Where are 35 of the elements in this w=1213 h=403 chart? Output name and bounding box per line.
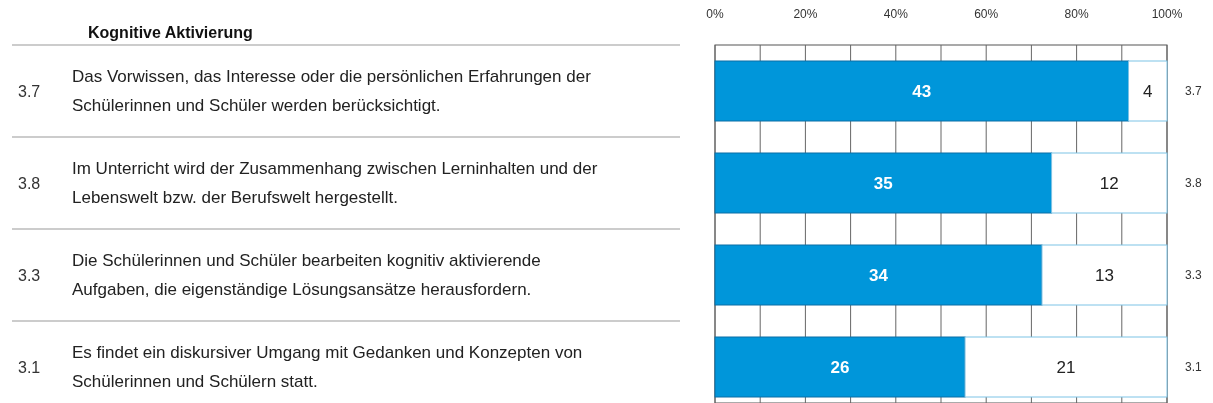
data-label: 34 (869, 265, 889, 285)
x2-tick-label: 60% (974, 7, 999, 21)
data-label: 4 (1143, 81, 1153, 101)
data-label: 21 (1056, 357, 1076, 377)
bar (1051, 152, 1168, 214)
bar (714, 152, 1053, 214)
y-tick-label: Es findet ein diskursiver Umgang mit Gedanken und Konzepten von Schülerinnen und Schülern statt. (72, 343, 583, 392)
bar (714, 336, 966, 398)
text: 3.3 (1185, 268, 1203, 283)
x2-tick-label: 80% (1064, 7, 1089, 21)
data-label: 35 (873, 173, 893, 193)
text: 3.7 (1185, 84, 1203, 99)
data-label: 26 (830, 357, 850, 377)
text: 3.8 (1185, 176, 1203, 191)
x2-tick-label: 100% (1151, 7, 1183, 21)
data-label: 13 (1095, 265, 1114, 285)
data-label: 12 (1099, 173, 1119, 193)
x2-tick-label: 20% (793, 7, 818, 21)
text: 3.1 (1185, 360, 1203, 375)
text: 3.7 (18, 82, 41, 100)
bar (964, 336, 1168, 398)
y-tick-label: Die Schülerinnen und Schüler bearbeiten kognitiv aktivierende Aufgaben, die eigenständige Lösungsansätze herausfordern. (72, 251, 541, 300)
bar (714, 244, 1043, 306)
bar (1041, 244, 1168, 306)
text: 3.3 (18, 266, 41, 284)
x2-tick-label: 40% (883, 7, 909, 21)
text: Kognitive Aktivierung (88, 24, 253, 41)
bar (1128, 60, 1168, 122)
bar (714, 60, 1130, 122)
x2-tick-label: 0% (706, 7, 724, 21)
text: 3.8 (18, 174, 41, 192)
y-tick-label: Das Vorwissen, das Interesse oder die persönlichen Erfahrungen der Schülerinnen und Schüler werden berücksichtigt. (72, 67, 592, 116)
text: 3.1 (18, 358, 41, 376)
data-label: 43 (912, 81, 932, 101)
y-tick-label: Im Unterricht wird der Zusammenhang zwischen Lerninhalten und der Lebenswelt bzw. der Berufswelt hergestellt. (72, 159, 598, 208)
